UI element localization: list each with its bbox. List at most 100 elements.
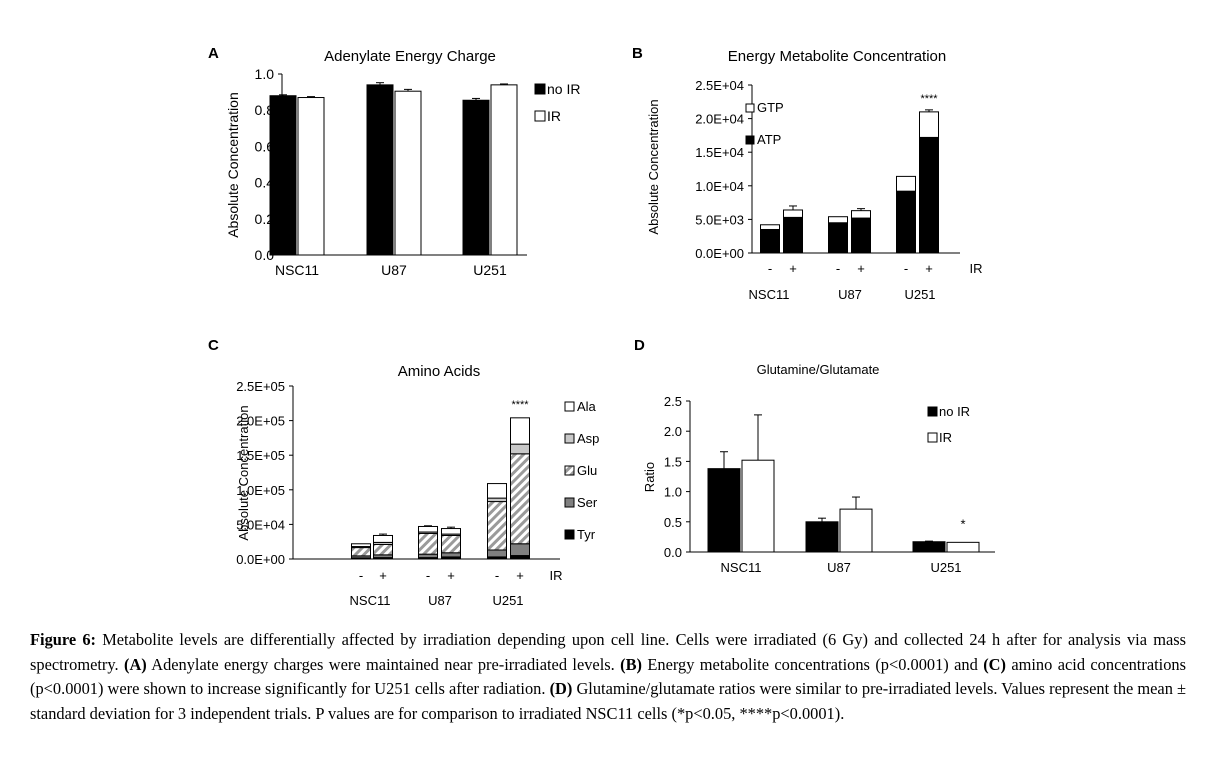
- bar-segment-asp: [487, 497, 507, 503]
- legend-swatch: [564, 401, 575, 412]
- legend-swatch: [564, 465, 575, 476]
- legend-label: Tyr: [577, 527, 596, 542]
- caption-text-3: Energy metabolite concentrations (p<0.00…: [641, 654, 984, 674]
- bar-no-ir-u251: [462, 99, 490, 256]
- y-tick-label: 2.5E+04: [695, 78, 744, 93]
- bar-ir-u87: [394, 90, 422, 256]
- bar-segment-ala: [418, 525, 438, 533]
- condition-label: +: [857, 261, 865, 276]
- y-tick-label: 1.0: [664, 485, 682, 500]
- bar-segment-atp: [896, 190, 916, 254]
- y-tick-label: 0.2: [255, 211, 275, 227]
- bar-ir-u251: [946, 541, 980, 553]
- x-tick-label: U87: [428, 593, 452, 608]
- bar-segment-gtp: [783, 209, 803, 218]
- legend-label: no IR: [547, 81, 580, 97]
- y-tick-label: 1.0E+04: [695, 179, 744, 194]
- y-tick-label: 2.5: [664, 394, 682, 409]
- legend-label: Asp: [577, 431, 599, 446]
- legend-label: Ala: [577, 399, 597, 414]
- condition-axis-label: IR: [970, 261, 983, 276]
- bar-ir-u251: [490, 84, 518, 256]
- chart-title: Energy Metabolite Concentration: [728, 48, 946, 65]
- y-tick-label: 0.5: [664, 515, 682, 530]
- legend-label: no IR: [939, 404, 970, 419]
- y-tick-label: 5.0E+04: [236, 517, 285, 532]
- bar-segment-glu: [487, 501, 507, 551]
- x-tick-label: U87: [838, 287, 862, 302]
- bar-segment-gtp: [760, 224, 780, 230]
- bar-segment-ala: [351, 543, 371, 548]
- caption-text-2: Adenylate energy charges were maintained…: [146, 654, 621, 674]
- legend-label: IR: [547, 108, 561, 124]
- x-tick-label: U251: [930, 560, 961, 575]
- bar-segment-ala: [441, 528, 461, 535]
- legend-label: Ser: [577, 495, 598, 510]
- caption-text-1: Metabolite levels are differentially aff…: [30, 630, 1186, 674]
- significance-marker: *: [960, 516, 965, 531]
- y-tick-label: 0.0E+00: [236, 552, 285, 567]
- y-tick-label: 2.0: [664, 424, 682, 439]
- panel-b-chart: B Energy Metabolite Concentration Absolute…: [632, 45, 983, 302]
- figure-caption: Figure 6: Metabolite levels are differen…: [30, 628, 1186, 726]
- y-tick-label: 0.0E+00: [695, 246, 744, 261]
- y-tick-label: 0.0: [664, 545, 682, 560]
- x-tick-label: U87: [381, 262, 407, 278]
- x-tick-label: U251: [492, 593, 523, 608]
- legend-swatch: [534, 110, 546, 122]
- condition-label: +: [925, 261, 933, 276]
- bar-segment-glu: [351, 547, 371, 557]
- bar-segment-gtp: [919, 111, 939, 138]
- y-tick-label: 0.4: [255, 175, 275, 191]
- panel-letter-D: D: [634, 337, 645, 354]
- condition-label: -: [904, 261, 908, 276]
- caption-figure-label: Figure 6:: [30, 630, 96, 649]
- y-tick-label: 0.0: [255, 247, 275, 263]
- bar-segment-atp: [783, 216, 803, 254]
- legend-label: IR: [939, 430, 952, 445]
- y-axis-label: Absolute Concentration: [236, 405, 251, 540]
- figure-6: A Adenylate Energy Charge Absolute Concent…: [208, 45, 995, 608]
- condition-label: -: [836, 261, 840, 276]
- y-tick-label: 1.5: [664, 454, 682, 469]
- chart-title: Adenylate Energy Charge: [324, 48, 496, 65]
- chart-title: Glutamine/Glutamate: [757, 362, 880, 377]
- bar-ir-u87: [839, 508, 873, 553]
- bar-no-ir-nsc11: [707, 468, 741, 553]
- y-tick-label: 2.0E+05: [236, 414, 285, 429]
- caption-label-c: (C): [983, 654, 1006, 674]
- bar-segment-atp: [919, 136, 939, 254]
- y-axis-label: Absolute Concentration: [646, 99, 661, 234]
- panel-letter-C: C: [208, 337, 219, 354]
- panel-d-chart: D Glutamine/Glutamate Ratio 0.0 0.5 1.0 1.5 2.0…: [634, 337, 995, 575]
- condition-axis-label: IR: [550, 568, 563, 583]
- bar-segment-asp: [510, 443, 530, 455]
- bar-no-ir-nsc11: [269, 95, 297, 256]
- y-tick-label: 1.0: [255, 66, 275, 82]
- legend-swatch: [564, 497, 575, 508]
- legend-swatch: [564, 529, 575, 540]
- bar-ir-nsc11: [297, 97, 325, 256]
- x-tick-label: NSC11: [275, 262, 319, 278]
- legend-swatch: [927, 432, 938, 443]
- significance-marker: ****: [511, 399, 529, 411]
- y-tick-label: 1.5E+04: [695, 145, 744, 160]
- legend-swatch: [927, 406, 938, 417]
- y-tick-label: 5.0E+03: [695, 212, 744, 227]
- y-tick-label: 0.8: [255, 102, 275, 118]
- legend-swatch: [745, 135, 755, 145]
- bar-ir-nsc11: [741, 459, 775, 553]
- bar-segment-ala: [510, 417, 530, 445]
- panel-a-chart: A Adenylate Energy Charge Absolute Concent…: [208, 45, 580, 278]
- y-tick-label: 1.5E+05: [236, 448, 285, 463]
- legend-swatch: [534, 83, 546, 95]
- x-tick-label: U251: [473, 262, 507, 278]
- x-tick-label: U87: [827, 560, 851, 575]
- y-tick-label: 2.0E+04: [695, 112, 744, 127]
- x-tick-label: NSC11: [721, 560, 762, 575]
- condition-label: -: [768, 261, 772, 276]
- legend-label: GTP: [757, 100, 784, 115]
- chart-title: Amino Acids: [398, 363, 481, 380]
- condition-label: -: [359, 568, 363, 583]
- y-tick-label: 0.6: [255, 138, 275, 154]
